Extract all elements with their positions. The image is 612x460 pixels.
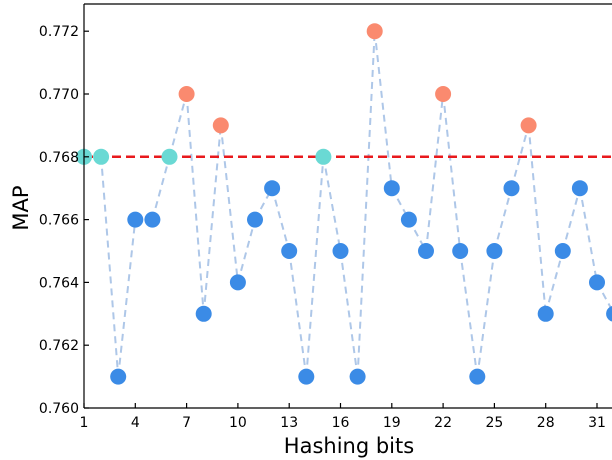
data-point-below xyxy=(418,243,434,259)
data-point-below xyxy=(537,305,554,322)
connector-segment xyxy=(185,93,205,314)
x-tick-label: 25 xyxy=(485,415,503,431)
connector-layer xyxy=(84,31,612,377)
connector-segment xyxy=(373,31,393,189)
x-tick-label: 28 xyxy=(537,415,555,431)
data-point-below xyxy=(264,180,281,197)
data-point-below xyxy=(400,211,417,228)
x-tick-label: 1 xyxy=(80,415,89,431)
y-axis-title: MAP xyxy=(9,185,33,230)
y-ticks: 0.760 0.762 0.764 0.766 0.768 0.770 0.772 xyxy=(39,24,89,417)
x-tick-label: 4 xyxy=(131,415,140,431)
x-tick-label: 19 xyxy=(383,415,401,431)
data-point-equal xyxy=(315,148,332,165)
data-point-below xyxy=(571,180,588,197)
y-tick-label: 0.772 xyxy=(39,24,79,40)
x-axis-title: Hashing bits xyxy=(284,434,414,458)
connector-segment xyxy=(476,250,496,377)
connector-segment xyxy=(100,156,120,377)
y-tick-label: 0.770 xyxy=(39,87,79,103)
connector-segment xyxy=(168,93,188,158)
data-point-below xyxy=(229,274,246,291)
y-tick-label: 0.764 xyxy=(39,275,79,291)
connector-segment xyxy=(356,31,376,377)
connector-segment xyxy=(339,250,359,377)
plot-area xyxy=(76,23,612,385)
connector-segment xyxy=(271,187,291,252)
data-point-below xyxy=(281,243,298,259)
data-point-below xyxy=(554,243,571,259)
data-point-equal xyxy=(93,148,110,165)
data-point-above xyxy=(520,117,537,134)
connector-segment xyxy=(527,125,547,314)
connector-segment xyxy=(288,250,308,377)
connector-segment xyxy=(202,125,222,314)
data-point-above xyxy=(435,86,452,102)
x-tick-label: 10 xyxy=(229,415,247,431)
connector-segment xyxy=(493,187,513,252)
y-tick-label: 0.768 xyxy=(39,150,79,166)
connector-segment xyxy=(151,156,171,220)
data-point-below xyxy=(144,211,161,228)
data-point-below xyxy=(589,274,605,291)
data-point-above xyxy=(178,86,195,102)
y-tick-label: 0.762 xyxy=(39,338,79,354)
connector-segment xyxy=(236,219,256,283)
data-point-below xyxy=(469,368,486,385)
x-tick-label: 16 xyxy=(332,415,350,431)
connector-segment xyxy=(544,250,564,315)
connector-segment xyxy=(510,125,530,189)
connector-segment xyxy=(117,219,137,377)
data-point-below xyxy=(127,211,144,228)
y-tick-label: 0.766 xyxy=(39,213,79,229)
connector-segment xyxy=(305,156,325,377)
connector-segment xyxy=(322,156,342,252)
connector-segment xyxy=(442,93,462,252)
data-point-below xyxy=(606,306,612,322)
point-layer xyxy=(76,23,612,385)
x-ticks: 1 4 7 10 13 16 19 22 25 28 31 xyxy=(80,403,606,431)
data-point-below xyxy=(349,368,366,385)
x-tick-label: 22 xyxy=(434,415,452,431)
data-point-below xyxy=(332,243,349,259)
data-point-below xyxy=(195,305,212,322)
connector-segment xyxy=(459,250,479,377)
connector-segment xyxy=(425,93,445,252)
y-tick-label: 0.760 xyxy=(39,401,79,417)
x-tick-label: 7 xyxy=(182,415,191,431)
data-point-above xyxy=(212,117,229,134)
connector-segment xyxy=(219,125,239,283)
x-tick-label: 13 xyxy=(280,415,298,431)
data-point-below xyxy=(247,211,263,228)
data-point-below xyxy=(298,368,315,385)
data-point-below xyxy=(452,243,469,259)
data-point-below xyxy=(110,368,127,385)
data-point-below xyxy=(486,243,503,259)
data-point-below xyxy=(503,180,520,197)
data-point-above xyxy=(366,23,383,40)
connector-segment xyxy=(561,187,581,252)
data-point-below xyxy=(383,180,400,197)
x-tick-label: 31 xyxy=(588,415,606,431)
connector-segment xyxy=(578,188,598,283)
data-point-equal xyxy=(161,148,178,165)
